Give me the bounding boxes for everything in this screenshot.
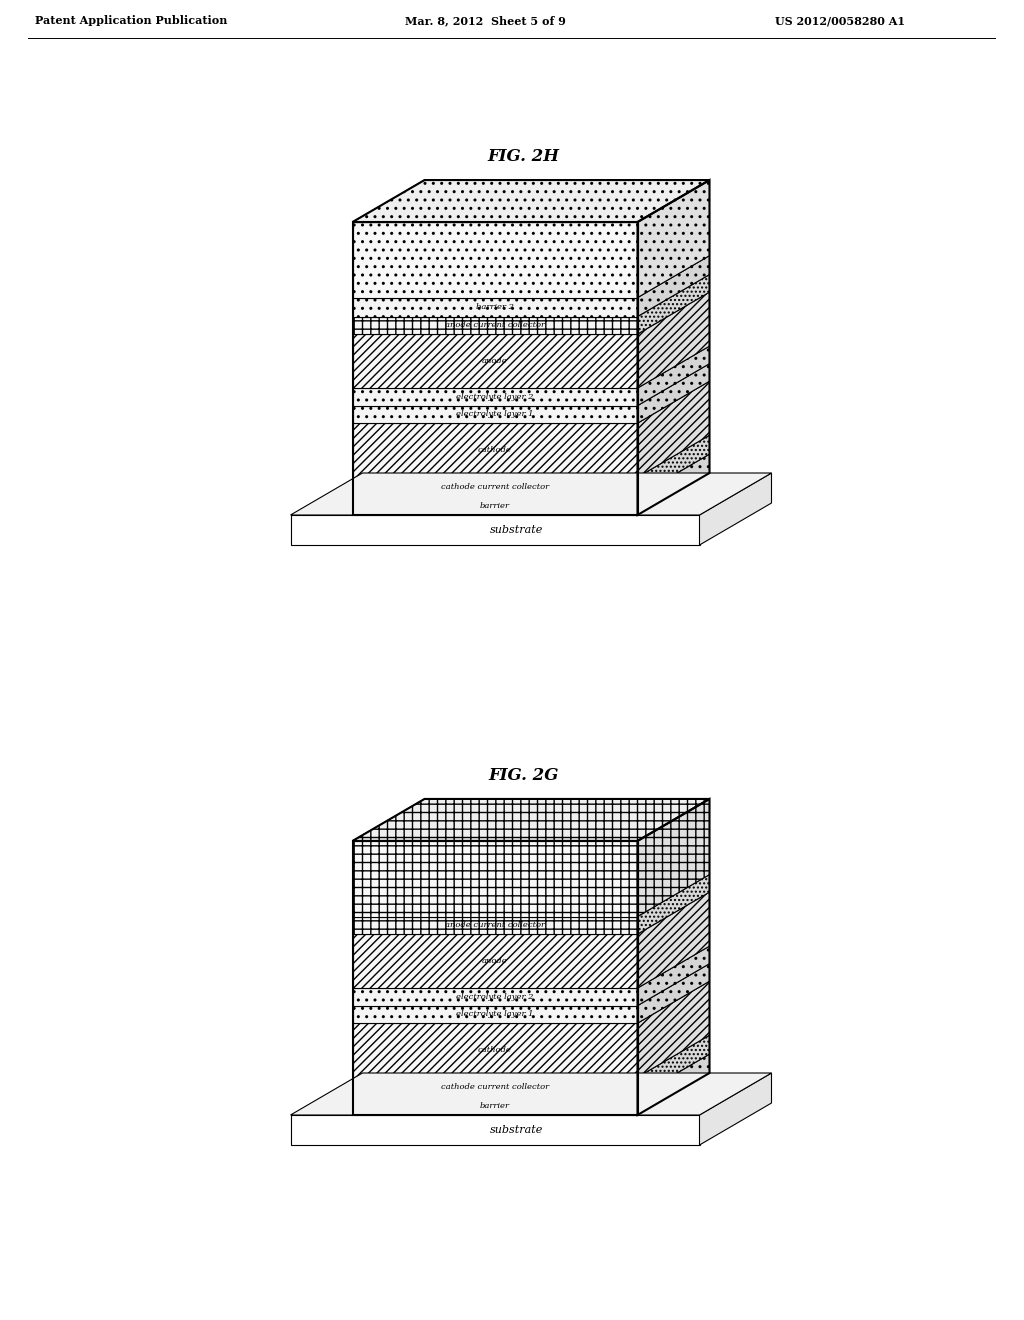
Text: cathode current collector: cathode current collector (441, 1082, 549, 1090)
Bar (352, 841, 638, 916)
Bar (352, 424, 638, 478)
Text: cathode current collector: cathode current collector (441, 483, 549, 491)
Polygon shape (699, 1073, 771, 1144)
Polygon shape (638, 1035, 710, 1096)
Bar (352, 1023, 638, 1077)
Polygon shape (638, 381, 710, 478)
Polygon shape (638, 346, 710, 405)
Polygon shape (638, 799, 710, 916)
Bar (352, 989, 638, 1006)
Text: cathode: cathode (478, 1047, 512, 1055)
Polygon shape (638, 275, 710, 334)
Bar (352, 405, 638, 424)
Text: substrate: substrate (489, 525, 544, 535)
Text: barrier: barrier (480, 502, 510, 510)
Text: Patent Application Publication: Patent Application Publication (35, 15, 227, 26)
Bar (352, 1077, 638, 1096)
Bar (352, 1006, 638, 1023)
Bar (352, 478, 638, 496)
Bar (352, 297, 638, 317)
Text: barrier 2: barrier 2 (476, 304, 514, 312)
Polygon shape (638, 946, 710, 1006)
Text: US 2012/0058280 A1: US 2012/0058280 A1 (775, 15, 905, 26)
Text: barrier: barrier (480, 1102, 510, 1110)
Polygon shape (638, 363, 710, 424)
Bar (352, 334, 638, 388)
Text: electrolyte layer 2: electrolyte layer 2 (457, 393, 534, 401)
Polygon shape (291, 473, 771, 515)
Polygon shape (638, 964, 710, 1023)
Polygon shape (352, 180, 710, 222)
Bar (352, 317, 638, 334)
Polygon shape (638, 892, 710, 989)
Polygon shape (291, 1073, 771, 1115)
Polygon shape (352, 799, 710, 841)
Text: cathode: cathode (478, 446, 512, 454)
Polygon shape (638, 981, 710, 1077)
Text: electrolyte layer 1: electrolyte layer 1 (457, 1010, 534, 1019)
Polygon shape (638, 436, 710, 496)
Polygon shape (699, 473, 771, 545)
Bar (352, 222, 638, 297)
Text: FIG. 2G: FIG. 2G (488, 767, 559, 784)
Polygon shape (638, 1055, 710, 1115)
Polygon shape (638, 180, 710, 297)
Text: Mar. 8, 2012  Sheet 5 of 9: Mar. 8, 2012 Sheet 5 of 9 (406, 15, 566, 26)
Bar (352, 496, 638, 515)
Text: FIG. 2H: FIG. 2H (487, 148, 560, 165)
Polygon shape (638, 454, 710, 515)
Polygon shape (638, 256, 710, 317)
Bar (291, 1115, 699, 1144)
Text: anode current collector: anode current collector (445, 321, 545, 329)
Bar (352, 916, 638, 935)
Text: substrate: substrate (489, 1125, 544, 1135)
Polygon shape (638, 875, 710, 935)
Bar (352, 935, 638, 989)
Bar (352, 1096, 638, 1115)
Polygon shape (638, 292, 710, 388)
Bar (352, 222, 638, 515)
Bar (352, 841, 638, 1115)
Text: electrolyte layer 2: electrolyte layer 2 (457, 993, 534, 1001)
Bar (352, 388, 638, 405)
Text: anode: anode (482, 957, 508, 965)
Text: anode current collector: anode current collector (445, 921, 545, 929)
Bar (291, 515, 699, 545)
Text: electrolyte layer 1: electrolyte layer 1 (457, 411, 534, 418)
Text: anode: anode (482, 358, 508, 366)
